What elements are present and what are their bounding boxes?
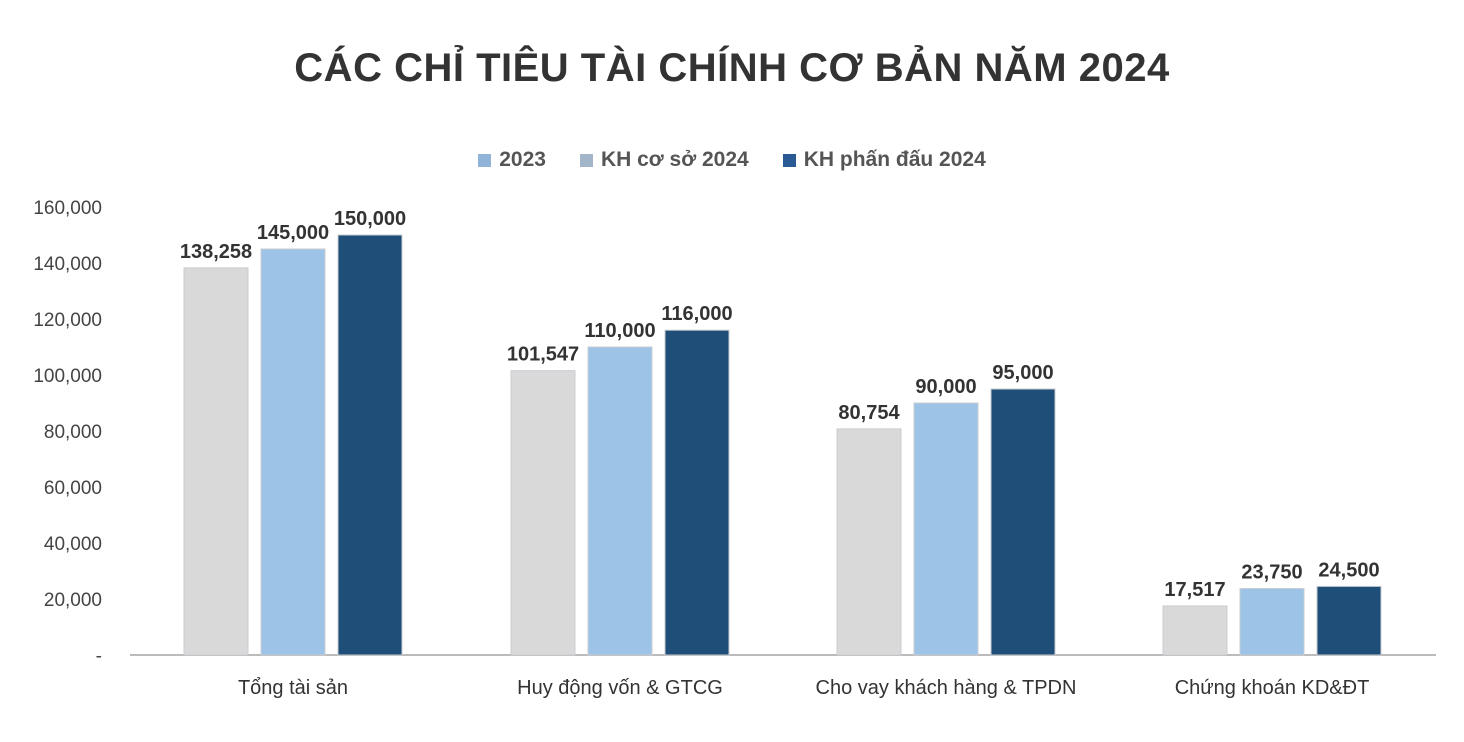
x-tick-label: Chứng khoán KD&ĐT (1175, 677, 1370, 699)
y-tick-label: 140,000 (33, 254, 102, 275)
bar (1316, 585, 1382, 656)
bar (1239, 588, 1305, 656)
x-tick-label: Tổng tài sản (238, 677, 348, 699)
legend-swatch (579, 153, 593, 167)
bar (337, 234, 403, 656)
legend-swatch (782, 153, 796, 167)
bar (510, 370, 576, 656)
bar (1162, 605, 1228, 656)
bar (664, 329, 730, 656)
x-tick-label: Huy động vốn & GTCG (517, 677, 723, 699)
y-tick-label: 20,000 (44, 590, 102, 611)
data-label: 110,000 (584, 320, 655, 342)
data-label: 145,000 (257, 222, 329, 244)
data-label: 90,000 (915, 376, 976, 398)
data-label: 101,547 (507, 344, 579, 366)
y-tick-label: - (96, 646, 102, 667)
bar (260, 248, 326, 656)
data-label: 116,000 (661, 303, 732, 325)
legend-item-2023: 2023 (478, 148, 546, 172)
data-label: 80,754 (838, 402, 900, 424)
y-tick-label: 60,000 (44, 478, 102, 499)
legend: 2023 KH cơ sở 2024 KH phấn đấu 2024 (0, 148, 1464, 172)
bar (587, 346, 653, 656)
data-label: 24,500 (1318, 559, 1379, 581)
x-tick-label: Cho vay khách hàng & TPDN (816, 677, 1077, 699)
data-label: 150,000 (334, 208, 406, 230)
data-label: 17,517 (1164, 579, 1225, 601)
bar (836, 428, 902, 656)
bar (913, 402, 979, 656)
bar (990, 388, 1056, 656)
y-tick-label: 40,000 (44, 534, 102, 555)
legend-label: KH phấn đấu 2024 (803, 148, 986, 171)
data-label: 95,000 (992, 362, 1053, 384)
data-label: 138,258 (180, 241, 252, 263)
legend-swatch (478, 153, 492, 167)
y-tick-label: 120,000 (33, 310, 102, 331)
legend-item-kh-phan-dau: KH phấn đấu 2024 (782, 148, 986, 172)
y-tick-label: 160,000 (33, 198, 102, 219)
legend-label: 2023 (499, 148, 546, 171)
legend-item-kh-co-so: KH cơ sở 2024 (579, 148, 749, 172)
bar (183, 267, 249, 656)
chart-title: CÁC CHỈ TIÊU TÀI CHÍNH CƠ BẢN NĂM 2024 (294, 46, 1170, 90)
y-tick-label: 80,000 (44, 422, 102, 443)
data-label: 23,750 (1241, 562, 1302, 584)
legend-label: KH cơ sở 2024 (600, 148, 749, 171)
y-tick-label: 100,000 (33, 366, 102, 387)
